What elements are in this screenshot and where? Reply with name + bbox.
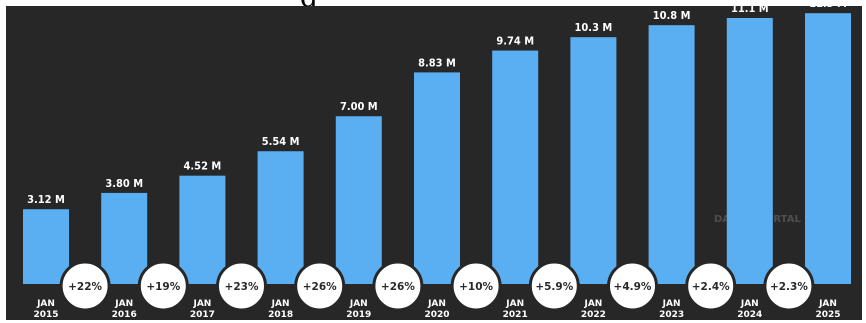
x-tick-label: 2017 bbox=[190, 310, 215, 320]
x-tick-label: JAN bbox=[740, 299, 759, 309]
change-badge bbox=[372, 260, 424, 312]
change-badge bbox=[216, 260, 267, 312]
bar bbox=[23, 209, 69, 284]
x-tick-label: JAN bbox=[818, 299, 837, 309]
bar-value-label: 4.52 M bbox=[184, 160, 222, 173]
bar bbox=[726, 17, 773, 284]
bar-value-label: 11.3 M bbox=[809, 6, 847, 10]
bar-value-label: 3.80 M bbox=[105, 177, 143, 190]
change-badge bbox=[450, 260, 502, 312]
x-tick-label: JAN bbox=[114, 299, 133, 309]
x-tick-label: JAN bbox=[271, 299, 290, 309]
change-badge-label: +4.9% bbox=[614, 281, 652, 293]
x-tick-label: 2019 bbox=[346, 310, 371, 320]
bar-value-label: 9.74 M bbox=[496, 35, 534, 48]
bar bbox=[257, 151, 304, 284]
change-badge bbox=[685, 260, 737, 312]
change-badge-label: +26% bbox=[303, 281, 337, 293]
bar bbox=[492, 50, 539, 284]
x-tick-label: 2015 bbox=[33, 310, 58, 320]
change-badge-label: +26% bbox=[381, 281, 415, 293]
x-tick-label: 2025 bbox=[815, 310, 840, 320]
change-badge-label: +22% bbox=[68, 281, 102, 293]
change-badge bbox=[294, 260, 346, 312]
x-tick-label: 2024 bbox=[737, 310, 762, 320]
x-tick-label: 2018 bbox=[268, 310, 293, 320]
change-badge bbox=[607, 260, 658, 312]
bar-value-label: 5.54 M bbox=[262, 135, 300, 148]
bar bbox=[648, 25, 695, 284]
x-tick-label: JAN bbox=[349, 299, 368, 309]
change-badge bbox=[137, 260, 189, 312]
change-badge bbox=[763, 260, 815, 312]
bar-value-label: 10.8 M bbox=[653, 9, 691, 22]
bar bbox=[570, 37, 617, 284]
bar-value-label: 3.12 M bbox=[27, 193, 65, 206]
x-tick-label: JAN bbox=[505, 299, 524, 309]
header-partial-text: g bbox=[300, 0, 318, 12]
x-tick-label: 2020 bbox=[424, 310, 449, 320]
x-tick-label: JAN bbox=[427, 299, 446, 309]
x-tick-label: JAN bbox=[36, 299, 55, 309]
change-badge-label: +19% bbox=[146, 281, 180, 293]
x-tick-label: JAN bbox=[583, 299, 602, 309]
change-badge-label: +2.4% bbox=[692, 281, 730, 293]
x-tick-label: 2022 bbox=[581, 310, 606, 320]
bar-value-label: 10.3 M bbox=[575, 21, 613, 34]
x-tick-label: 2023 bbox=[659, 310, 684, 320]
change-badge-label: +2.3% bbox=[770, 281, 808, 293]
change-badge-label: +10% bbox=[459, 281, 493, 293]
change-badge bbox=[59, 260, 111, 312]
x-tick-label: 2016 bbox=[112, 310, 137, 320]
bar bbox=[101, 192, 148, 284]
change-badge-label: +23% bbox=[225, 281, 259, 293]
change-badge-label: +5.9% bbox=[535, 281, 573, 293]
bar bbox=[335, 116, 382, 284]
bar bbox=[805, 13, 851, 284]
x-tick-label: JAN bbox=[192, 299, 211, 309]
change-badge bbox=[528, 260, 580, 312]
x-tick-label: JAN bbox=[662, 299, 681, 309]
bar bbox=[179, 175, 226, 284]
bar-value-label: 8.83 M bbox=[418, 56, 456, 69]
x-tick-label: 2021 bbox=[503, 310, 528, 320]
bar bbox=[414, 72, 460, 284]
bar-value-label: 7.00 M bbox=[340, 100, 378, 113]
bar-value-label: 11.1 M bbox=[731, 6, 769, 15]
